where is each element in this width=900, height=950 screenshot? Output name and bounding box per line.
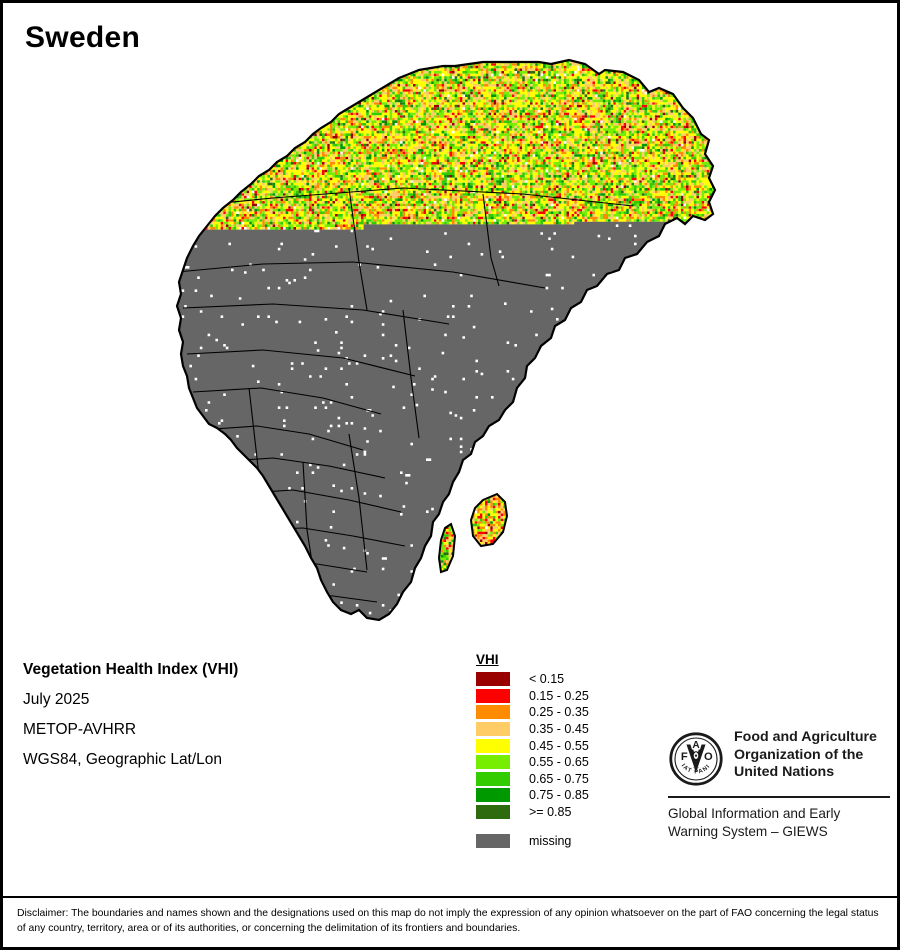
- legend-row: 0.35 - 0.45: [471, 721, 589, 738]
- fao-name-line-3: United Nations: [734, 764, 835, 780]
- disclaimer-divider: [3, 896, 897, 898]
- legend-label: >= 0.85: [529, 805, 572, 820]
- legend-row: 0.55 - 0.65: [471, 754, 589, 771]
- county-boundary-line: [186, 349, 416, 377]
- legend-swatch: [476, 755, 510, 770]
- giews-line-1: Global Information and Early: [668, 806, 841, 821]
- legend-row: 0.45 - 0.55: [471, 737, 589, 754]
- legend-row: 0.75 - 0.85: [471, 787, 589, 804]
- legend-label: 0.55 - 0.65: [529, 755, 589, 770]
- legend-row: 0.65 - 0.75: [471, 771, 589, 788]
- legend-swatch: [476, 705, 510, 720]
- legend-swatch: [476, 788, 510, 803]
- legend-label: 0.65 - 0.75: [529, 771, 589, 786]
- info-sensor: METOP-AVHRR: [23, 721, 137, 738]
- fao-divider: [668, 796, 890, 798]
- county-boundary-line: [198, 425, 364, 451]
- vhi-class-layer: [177, 60, 715, 230]
- vhi-map[interactable]: [153, 58, 773, 628]
- county-boundary-line: [182, 303, 450, 325]
- fao-logo-letter-f: F: [681, 751, 688, 763]
- legend-swatch: [476, 738, 510, 753]
- legend-swatch: [476, 672, 510, 687]
- giews-line-2: Warning System – GIEWS: [668, 823, 828, 839]
- fao-logo-icon: F A O FIAT PANIS: [668, 731, 723, 786]
- legend-swatch: [476, 688, 510, 703]
- disclaimer-text: Disclaimer: The boundaries and names sho…: [17, 908, 879, 934]
- fao-organization-name: Food and Agriculture Organization of the…: [734, 729, 877, 782]
- legend-title: VHI: [476, 652, 499, 667]
- county-boundary-line: [402, 309, 420, 439]
- sweden-map-svg: [175, 58, 717, 622]
- info-index-name: Vegetation Health Index (VHI): [23, 661, 239, 678]
- legend-label: < 0.15: [529, 672, 565, 687]
- info-period: July 2025: [23, 691, 90, 708]
- island-outline-gotland: [469, 492, 509, 548]
- legend-swatch: [476, 771, 510, 786]
- page-title: Sweden: [25, 21, 141, 54]
- county-boundary-line: [348, 187, 368, 311]
- fao-name-line-2: Organization of the: [734, 746, 864, 763]
- vhi-class-layer: [177, 60, 715, 230]
- legend-row: >= 0.85: [471, 804, 589, 821]
- vhi-pixel-raster: [177, 60, 715, 620]
- legend-label: 0.45 - 0.55: [529, 738, 589, 753]
- county-boundary-line: [177, 187, 634, 209]
- vhi-class-layer: [177, 60, 715, 225]
- legend-swatch-missing: [476, 833, 510, 848]
- legend-label: 0.25 - 0.35: [529, 705, 589, 720]
- legend-swatch: [476, 805, 510, 820]
- legend-row-missing: missing: [471, 832, 589, 849]
- island-outline-oland: [437, 522, 457, 574]
- legend-row: < 0.15: [471, 671, 589, 688]
- county-boundary-line: [192, 387, 382, 415]
- legend-row: 0.25 - 0.35: [471, 704, 589, 721]
- legend-row: 0.15 - 0.25: [471, 688, 589, 705]
- fao-logo-letter-o: O: [704, 751, 713, 763]
- county-boundary-line: [177, 261, 546, 289]
- fao-name-line-1: Food and Agriculture: [734, 729, 877, 745]
- vhi-class-layer: [177, 221, 715, 620]
- legend-label: 0.75 - 0.85: [529, 788, 589, 803]
- legend-swatch: [476, 722, 510, 737]
- county-boundary-line: [482, 193, 500, 287]
- info-projection: WGS84, Geographic Lat/Lon: [23, 751, 223, 768]
- vhi-class-layer: [177, 60, 715, 230]
- fao-branding: F A O FIAT PANIS Food and Agriculture Or…: [668, 729, 893, 840]
- map-info-block: Vegetation Health Index (VHI) July 2025 …: [23, 655, 443, 775]
- legend-label-missing: missing: [529, 833, 572, 848]
- vhi-legend: VHI < 0.15 0.15 - 0.25 0.25 - 0.35 0.35 - 0…: [471, 651, 589, 849]
- legend-rows: < 0.15 0.15 - 0.25 0.25 - 0.35 0.35 - 0.45 0…: [471, 671, 589, 849]
- fao-logo-letter-a: A: [692, 740, 700, 751]
- county-boundary-line: [348, 433, 368, 571]
- legend-label: 0.15 - 0.25: [529, 688, 589, 703]
- legend-label: 0.35 - 0.45: [529, 722, 589, 737]
- giews-subtitle: Global Information and Early Warning Sys…: [668, 805, 893, 840]
